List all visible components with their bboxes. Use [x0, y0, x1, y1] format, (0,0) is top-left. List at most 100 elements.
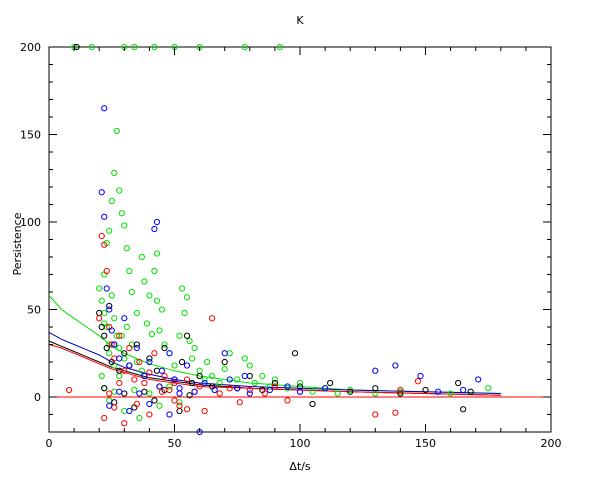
- data-point: [241, 355, 248, 362]
- data-point: [196, 383, 203, 390]
- data-point: [108, 341, 115, 348]
- data-point: [226, 350, 233, 357]
- chart-title: K: [296, 14, 304, 27]
- data-point: [121, 350, 128, 357]
- data-point: [417, 372, 424, 380]
- data-point: [284, 397, 291, 404]
- data-point: [455, 379, 462, 387]
- data-point: [131, 43, 138, 51]
- data-point: [106, 390, 113, 397]
- y-tick-label: 200: [20, 41, 41, 54]
- data-point: [111, 388, 118, 395]
- data-point: [133, 344, 140, 352]
- data-point: [121, 222, 128, 229]
- data-point: [148, 330, 156, 338]
- data-point: [166, 350, 173, 357]
- data-point: [98, 189, 105, 196]
- fit-curve: [48, 344, 501, 396]
- data-point: [116, 187, 123, 194]
- data-point: [156, 402, 163, 409]
- data-point: [178, 358, 186, 366]
- data-point: [178, 285, 186, 292]
- data-point: [221, 358, 228, 366]
- fit-curve: [48, 331, 501, 394]
- data-point: [166, 383, 173, 390]
- data-point: [96, 315, 103, 322]
- data-point: [106, 350, 113, 357]
- data-point: [106, 227, 113, 234]
- data-point: [397, 390, 404, 397]
- data-point: [141, 372, 148, 380]
- data-point: [151, 43, 158, 51]
- data-point: [153, 367, 161, 374]
- data-point: [111, 169, 118, 177]
- fit-curves: [48, 295, 551, 398]
- data-point: [146, 355, 153, 362]
- data-point: [116, 372, 123, 380]
- data-point: [186, 337, 193, 345]
- data-point: [309, 400, 316, 408]
- data-point: [251, 379, 258, 387]
- data-point: [101, 309, 108, 317]
- x-tick-label: 0: [46, 437, 53, 450]
- data-point: [101, 332, 108, 339]
- data-point: [284, 385, 291, 392]
- data-point: [434, 388, 442, 395]
- data-point: [146, 390, 153, 397]
- data-point: [181, 309, 188, 317]
- data-point: [126, 407, 133, 415]
- data-point: [101, 213, 108, 220]
- y-tick-labels: 0 50 100 150 200: [20, 41, 41, 404]
- data-point: [138, 253, 145, 261]
- data-point: [141, 278, 148, 285]
- data-point: [271, 379, 278, 387]
- data-point: [183, 406, 191, 413]
- x-axis-label: Δt/s: [289, 460, 311, 473]
- data-point: [151, 350, 158, 357]
- data-point: [211, 386, 218, 394]
- data-point: [236, 399, 243, 406]
- data-point: [88, 43, 95, 51]
- data-point: [136, 358, 143, 366]
- data-point: [98, 323, 105, 331]
- data-point: [246, 362, 253, 369]
- y-tick-label: 150: [20, 129, 41, 142]
- data-point: [221, 365, 228, 373]
- data-point: [191, 388, 198, 395]
- data-point: [246, 386, 253, 394]
- data-point: [166, 411, 173, 418]
- data-point: [153, 297, 161, 304]
- data-point: [151, 397, 158, 404]
- data-point: [98, 297, 105, 304]
- data-point: [485, 385, 492, 392]
- data-point: [103, 285, 110, 292]
- data-point: [186, 392, 193, 399]
- data-point: [296, 388, 304, 395]
- data-point: [161, 344, 168, 352]
- data-point: [106, 306, 113, 313]
- data-point: [334, 390, 341, 397]
- data-point: [201, 407, 208, 415]
- data-point: [143, 320, 150, 327]
- data-point: [146, 369, 153, 376]
- data-point: [146, 411, 153, 418]
- data-point: [111, 404, 118, 411]
- data-point: [397, 386, 404, 394]
- data-point: [183, 332, 191, 339]
- data-point: [284, 383, 291, 390]
- data-point: [131, 386, 138, 394]
- data-point: [196, 372, 203, 380]
- y-tick-label: 50: [27, 304, 41, 317]
- data-point: [158, 306, 166, 313]
- data-point: [146, 292, 153, 299]
- data-point: [266, 386, 273, 394]
- data-point: [161, 341, 168, 348]
- axis-ticks: [48, 46, 552, 433]
- data-point: [392, 409, 399, 416]
- data-point: [136, 390, 143, 397]
- data-point: [123, 245, 130, 252]
- data-point: [146, 400, 153, 408]
- data-point: [98, 232, 105, 240]
- data-point: [133, 309, 140, 317]
- data-point: [397, 388, 404, 395]
